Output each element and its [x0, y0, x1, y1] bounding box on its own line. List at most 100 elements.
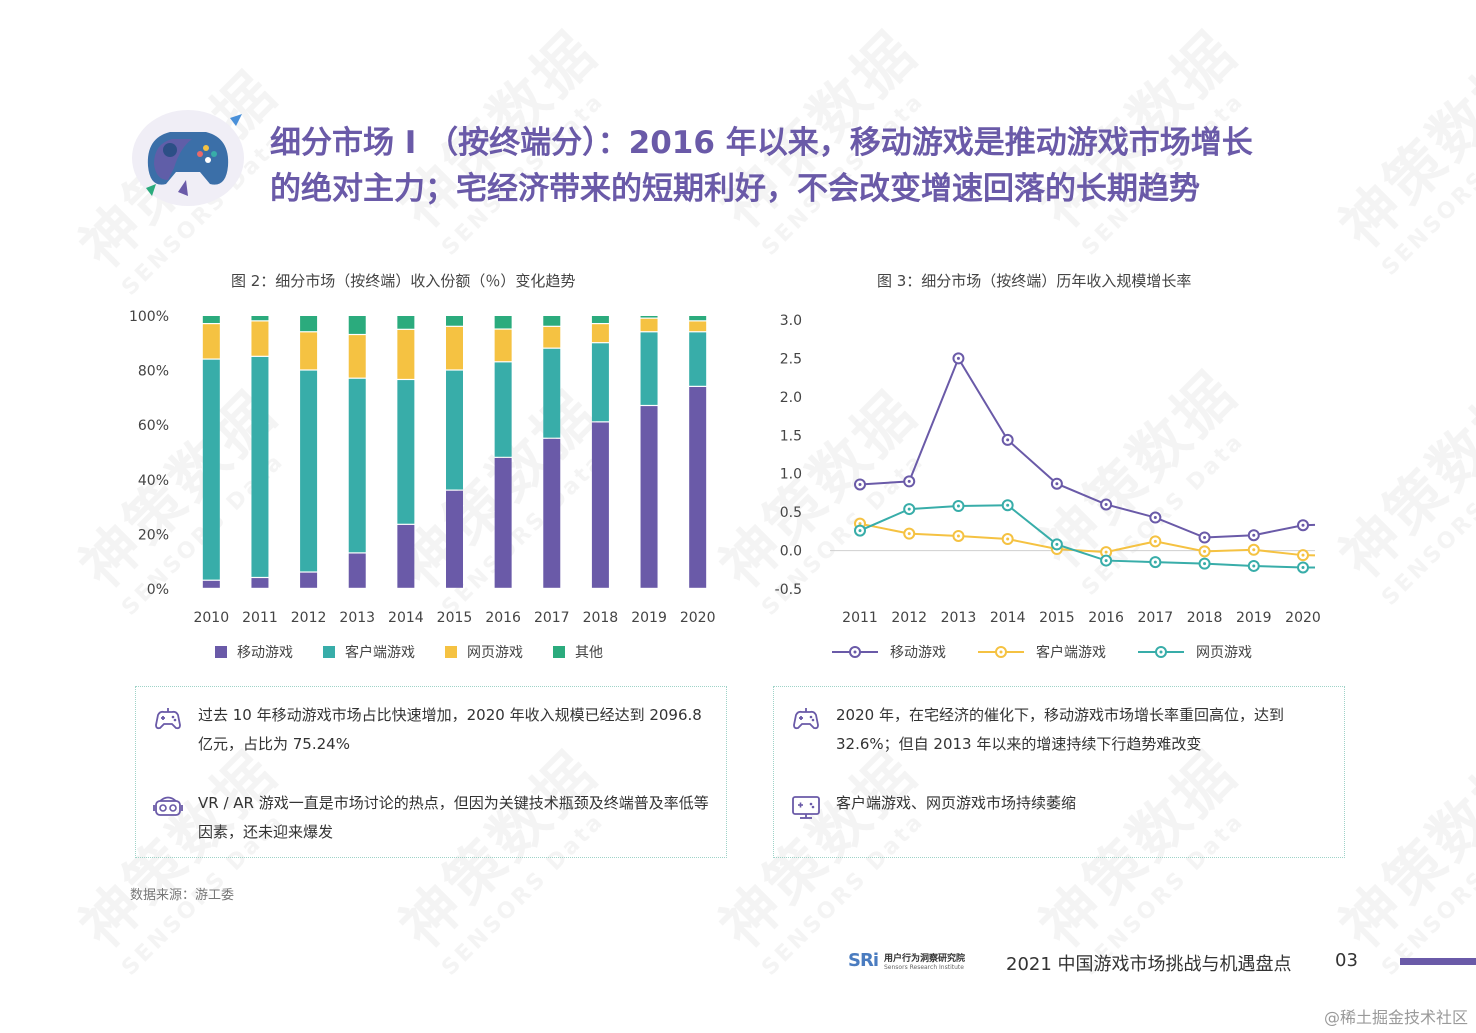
x-tick-label: 2013: [339, 610, 375, 626]
data-point: [1149, 535, 1162, 548]
bar-segment: [348, 316, 366, 334]
x-tick-label: 2014: [990, 610, 1026, 626]
data-point: [903, 475, 916, 488]
y-tick-label: 0%: [147, 582, 169, 598]
legend-item: 移动游戏: [215, 642, 293, 662]
data-point: [1149, 556, 1162, 569]
x-tick-label: 2014: [388, 610, 424, 626]
x-tick-label: 2010: [193, 610, 229, 626]
data-point: [952, 352, 965, 365]
x-tick-label: 2018: [583, 610, 619, 626]
bar-segment: [591, 324, 609, 343]
report-title: 2021 中国游戏市场挑战与机遇盘点: [1006, 954, 1292, 975]
legend-swatch: [215, 646, 227, 658]
y-tick-label: 0.0: [780, 544, 802, 560]
bar-chart-legend: 移动游戏 客户端游戏 网页游戏 其他: [215, 642, 633, 662]
x-tick-label: 2020: [680, 610, 716, 626]
data-point: [1198, 557, 1211, 570]
data-point: [1050, 477, 1063, 490]
legend-item: 客户端游戏: [976, 642, 1106, 662]
bar-segment: [689, 316, 707, 321]
bar-segment: [202, 580, 220, 588]
x-tick-label: 2015: [1039, 610, 1075, 626]
bar-segment: [397, 380, 415, 524]
data-point: [1149, 511, 1162, 524]
legend-line-marker: [1138, 646, 1184, 658]
data-point: [854, 524, 866, 537]
page-number: 03: [1335, 950, 1358, 971]
y-tick-label: -0.5: [775, 582, 802, 598]
note-text: 过去 10 年移动游戏市场占比快速增加，2020 年收入规模已经达到 2096.…: [198, 706, 702, 753]
data-point: [1247, 543, 1260, 556]
legend-swatch: [323, 646, 335, 658]
data-point: [1198, 545, 1211, 558]
bar-segment: [543, 348, 561, 438]
gamepad-icon: [790, 703, 822, 735]
bar-segment: [300, 316, 318, 332]
x-tick-label: 2012: [291, 610, 327, 626]
y-tick-label: 60%: [138, 418, 169, 434]
y-tick-label: 100%: [129, 309, 169, 325]
platform-credit: @稀土掘金技术社区: [1323, 1008, 1468, 1027]
bar-segment: [397, 524, 415, 588]
bar-segment: [300, 572, 318, 588]
legend-label: 网页游戏: [1196, 645, 1252, 661]
note-row: 2020 年，在宅经济的催化下，移动游戏市场增长率重回高位，达到 32.6%；但…: [790, 701, 1328, 759]
x-tick-label: 2015: [437, 610, 473, 626]
note-text: VR / AR 游戏一直是市场讨论的热点，但因为关键技术瓶颈及终端普及率低等因素…: [198, 794, 709, 841]
legend-item: 客户端游戏: [323, 642, 415, 662]
x-tick-label: 2019: [631, 610, 667, 626]
growth-line-chart: 3.0 2.5 2.0 1.5 1.0 0.5 0.0 -0.5 2011 2012 2013 201…: [775, 313, 1321, 626]
data-point: [1247, 559, 1260, 572]
data-point: [1297, 561, 1309, 574]
x-tick-label: 2016: [485, 610, 521, 626]
data-point: [952, 499, 965, 512]
bar-segment: [202, 316, 220, 323]
sri-mark: SRi: [848, 950, 879, 971]
legend-label: 移动游戏: [890, 645, 946, 661]
bar-segment: [300, 370, 318, 572]
bar-segment: [348, 335, 366, 378]
note-row: VR / AR 游戏一直是市场讨论的热点，但因为关键技术瓶颈及终端普及率低等因素…: [152, 789, 710, 847]
legend-label: 网页游戏: [467, 645, 523, 661]
page-title: 细分市场 I （按终端分）：2016 年以来，移动游戏是推动游戏市场增长 的绝对…: [270, 120, 1350, 212]
bar-segment: [640, 316, 658, 318]
bar-segment: [640, 406, 658, 588]
data-point: [854, 478, 866, 491]
bar-segment: [348, 553, 366, 588]
bar-segment: [202, 359, 220, 580]
bar-segment: [446, 316, 463, 326]
data-point: [1050, 538, 1063, 551]
right-notes-box: 2020 年，在宅经济的催化下，移动游戏市场增长率重回高位，达到 32.6%；但…: [773, 686, 1345, 858]
bar-segment: [446, 490, 463, 588]
data-point: [1001, 433, 1014, 446]
x-tick-label: 2019: [1236, 610, 1272, 626]
bar-segment: [446, 370, 463, 490]
x-tick-label: 2017: [534, 610, 570, 626]
bar-segment: [543, 438, 561, 588]
data-point: [1297, 519, 1309, 532]
bar-segment: [640, 332, 658, 405]
legend-label: 移动游戏: [237, 645, 293, 661]
x-tick-label: 2011: [242, 610, 278, 626]
legend-label: 客户端游戏: [345, 645, 415, 661]
bar-segment: [640, 318, 658, 332]
data-source: 数据来源：游工委: [130, 888, 235, 903]
bar-segment: [689, 332, 707, 386]
legend-label: 其他: [575, 645, 603, 661]
sri-name-cn: 用户行为洞察研究院: [884, 953, 966, 964]
legend-line-marker: [978, 646, 1024, 658]
bar-segment: [543, 316, 561, 326]
note-text: 客户端游戏、网页游戏市场持续萎缩: [836, 794, 1077, 812]
bar-segment: [689, 386, 707, 588]
bar-segment: [348, 378, 366, 553]
bar-segment: [300, 332, 318, 370]
x-tick-label: 2016: [1088, 610, 1124, 626]
data-point: [1100, 554, 1113, 567]
left-notes-box: 过去 10 年移动游戏市场占比快速增加，2020 年收入规模已经达到 2096.…: [135, 686, 727, 858]
page-title-line-2: 的绝对主力；宅经济带来的短期利好，不会改变增速回落的长期趋势: [270, 171, 1200, 207]
data-point: [1001, 499, 1014, 512]
x-tick-label: 2013: [941, 610, 977, 626]
bar-segment: [591, 316, 609, 323]
